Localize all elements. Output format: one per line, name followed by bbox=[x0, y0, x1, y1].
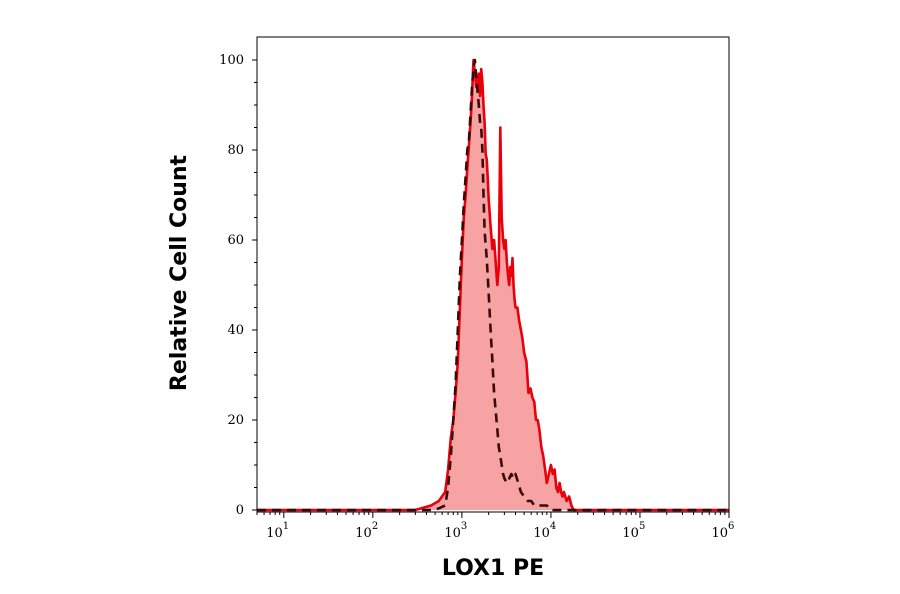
stained-histogram-fill bbox=[257, 60, 729, 510]
y-axis: 0 20 40 60 80 100 bbox=[219, 53, 257, 518]
x-tick-exponent: 2 bbox=[372, 521, 378, 532]
y-axis-title: Relative Cell Count bbox=[167, 154, 192, 391]
x-tick-exponent: 3 bbox=[461, 521, 467, 532]
x-axis: 10 1 10 2 10 3 10 4 10 5 10 6 bbox=[256, 512, 734, 541]
x-tick-exponent: 1 bbox=[283, 521, 289, 532]
x-tick-label: 10 bbox=[444, 526, 461, 541]
x-tick-exponent: 4 bbox=[550, 521, 556, 532]
y-tick-label: 80 bbox=[227, 143, 244, 158]
x-tick-exponent: 5 bbox=[639, 521, 645, 532]
x-tick-label: 10 bbox=[355, 526, 372, 541]
y-tick-label: 40 bbox=[227, 323, 244, 338]
x-tick-label: 10 bbox=[266, 526, 283, 541]
x-tick-label: 10 bbox=[533, 526, 550, 541]
x-tick-exponent: 6 bbox=[728, 521, 734, 532]
series-layer bbox=[257, 58, 729, 512]
y-tick-label: 60 bbox=[227, 233, 244, 248]
stained-histogram-line bbox=[257, 58, 729, 512]
x-tick-label: 10 bbox=[622, 526, 639, 541]
plot-frame bbox=[256, 36, 730, 513]
control-histogram-line bbox=[257, 58, 729, 512]
y-tick-label: 20 bbox=[227, 413, 244, 428]
y-tick-label: 0 bbox=[236, 503, 244, 518]
x-axis-title: LOX1 PE bbox=[442, 556, 544, 581]
x-tick-label: 10 bbox=[711, 526, 728, 541]
y-tick-label: 100 bbox=[219, 53, 244, 68]
